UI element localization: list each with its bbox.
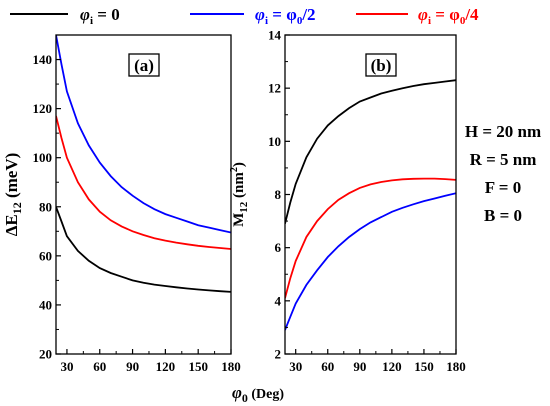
series-line-3 — [56, 115, 231, 250]
legend-label-1: φi = 0 — [80, 5, 120, 27]
series-line-1 — [285, 79, 456, 224]
y-tick-label: 100 — [33, 150, 53, 165]
y-tick-label: 80 — [39, 199, 52, 214]
legend: φi = 0 φi = φ0/2 φi = φ0/4 — [10, 5, 479, 27]
x-tick-label: 180 — [446, 359, 466, 374]
x-tick-label: 60 — [321, 359, 334, 374]
panel-label-box — [365, 53, 397, 77]
parameter-2: R = 5 nm — [470, 150, 537, 169]
x-tick-label: 120 — [382, 359, 402, 374]
series-line-2 — [285, 192, 456, 331]
y-tick-label: 14 — [268, 28, 282, 43]
y-tick-label: 40 — [39, 297, 52, 312]
parameter-1: H = 20 nm — [465, 122, 541, 141]
y-tick-label: 8 — [275, 187, 282, 202]
x-axis-label: φ0 (Deg) — [232, 383, 284, 405]
x-tick-label: 180 — [221, 359, 241, 374]
x-tick-label: 60 — [93, 359, 106, 374]
series-line-2 — [56, 35, 231, 234]
y-tick-label: 120 — [33, 101, 53, 116]
x-tick-label: 90 — [353, 359, 366, 374]
panel-label: (a) — [134, 56, 154, 75]
x-tick-label: 90 — [126, 359, 139, 374]
parameter-4: B = 0 — [484, 206, 522, 225]
y-tick-label: 140 — [33, 52, 53, 67]
panel-b: 30 60 90 120 150 180 2 4 6 8 10 12 14 (b) M12 (nm2) — [229, 28, 466, 375]
x-tick-label: 30 — [289, 359, 302, 374]
x-tick-label: 120 — [156, 359, 176, 374]
legend-label-2: φi = φ0/2 — [255, 5, 316, 27]
y-tick-label: 2 — [275, 347, 282, 362]
parameter-list: H = 20 nm R = 5 nm F = 0 B = 0 — [465, 122, 541, 225]
y-tick-label: 6 — [275, 240, 282, 255]
y-tick-label: 60 — [39, 248, 52, 263]
x-tick-label: 30 — [60, 359, 73, 374]
x-tick-label: 150 — [414, 359, 434, 374]
y-axis-label: ΔE12 (meV) — [2, 153, 24, 237]
panel-label-box — [128, 53, 160, 77]
x-axis-label-text: φ0 (Deg) — [232, 383, 284, 405]
legend-label-3: φi = φ0/4 — [418, 5, 479, 27]
panel-a: 30 60 90 120 150 180 20 40 60 80 100 120 140 (a) ΔE12 … — [2, 34, 241, 374]
panel-label: (b) — [371, 56, 392, 75]
series-line-3 — [285, 177, 456, 299]
series-line-1 — [56, 206, 231, 293]
y-axis-label: M12 (nm2) — [229, 162, 250, 227]
parameter-3: F = 0 — [485, 178, 521, 197]
y-tick-label: 20 — [39, 347, 52, 362]
plot-frame — [55, 34, 232, 355]
y-tick-label: 10 — [268, 134, 281, 149]
x-tick-label: 150 — [188, 359, 208, 374]
y-tick-label: 4 — [275, 293, 282, 308]
y-tick-label: 12 — [268, 81, 281, 96]
